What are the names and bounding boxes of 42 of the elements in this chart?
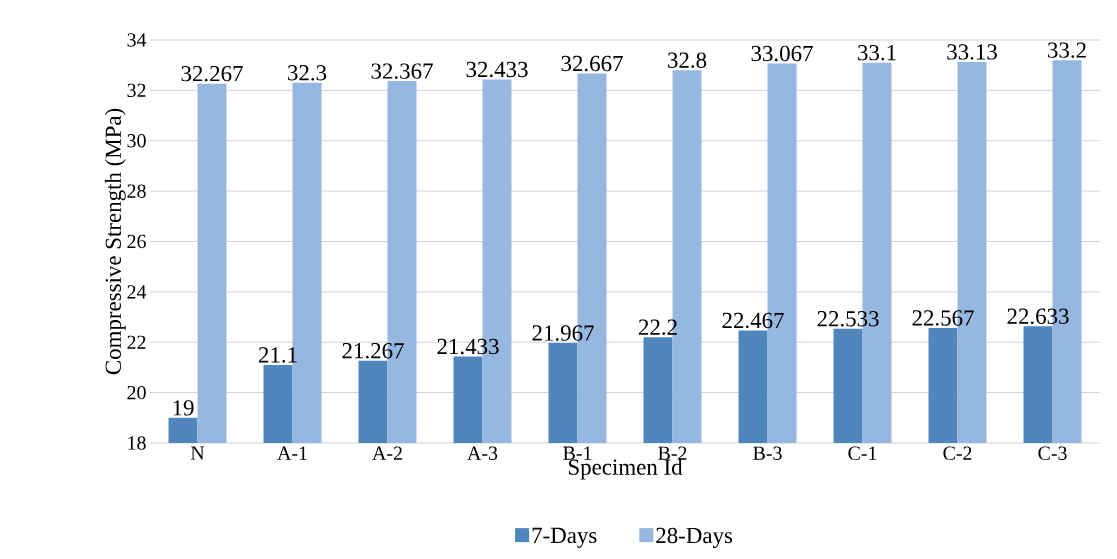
- y-tick-label: 32: [127, 83, 146, 98]
- y-tick-label: 20: [127, 385, 146, 400]
- data-label: 21.267: [342, 343, 404, 359]
- x-tick-label: B-3: [753, 446, 782, 460]
- y-tick-label: 18: [128, 436, 146, 450]
- data-label: 21.1: [258, 347, 297, 363]
- data-label: 32.3: [288, 65, 327, 81]
- x-tick-label: A-2: [372, 446, 402, 460]
- data-label: 22.533: [817, 311, 879, 327]
- y-tick-label: 28: [127, 184, 146, 198]
- x-tick-label: C-2: [943, 446, 972, 460]
- x-tick-label: N: [190, 446, 205, 460]
- data-label: 32.267: [181, 65, 243, 82]
- x-tick-label: B-1: [563, 446, 592, 460]
- data-label: 33.2: [1048, 42, 1086, 58]
- data-label: 32.367: [371, 63, 433, 79]
- data-label: 33.1: [858, 44, 896, 61]
- x-tick-label: A-3: [467, 446, 498, 460]
- data-label: 32.8: [668, 52, 707, 69]
- x-tick-label: C-3: [1038, 446, 1067, 460]
- data-label: 32.667: [561, 55, 623, 72]
- y-tick-label: 34: [127, 33, 147, 47]
- data-label: 33.13: [947, 44, 997, 60]
- data-label: 19: [173, 400, 194, 416]
- data-label: 22.633: [1007, 308, 1069, 325]
- data-label: 32.433: [466, 61, 528, 78]
- data-label: 22.567: [912, 310, 974, 326]
- data-label: 21.967: [532, 325, 594, 341]
- x-tick-label: B-2: [658, 446, 687, 460]
- data-label: 22.2: [638, 319, 677, 335]
- y-tick-label: 24: [127, 285, 147, 299]
- legend-label: 7-Days: [532, 527, 597, 548]
- x-tick-label: A-1: [277, 446, 307, 460]
- y-tick-label: 22: [127, 335, 146, 349]
- y-axis-title: Compressive Strength (MPa): [104, 108, 126, 375]
- y-tick-label: 26: [127, 234, 146, 249]
- data-label: 33.067: [751, 45, 813, 62]
- data-label: 21.433: [437, 338, 499, 355]
- data-label: 22.467: [722, 312, 784, 329]
- y-tick-label: 30: [127, 134, 146, 148]
- legend-label: 28-Days: [656, 527, 733, 548]
- x-tick-label: C-1: [848, 446, 877, 460]
